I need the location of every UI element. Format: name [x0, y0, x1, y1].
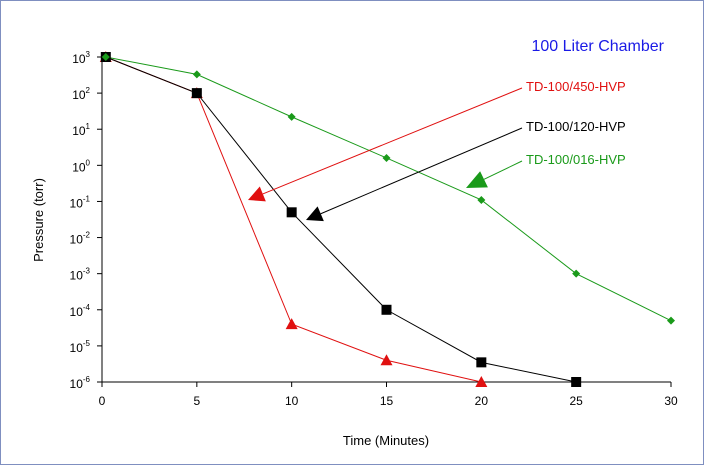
- x-tick-label: 0: [99, 394, 106, 408]
- annotation-arrow-line: [483, 160, 523, 180]
- data-point-square: [286, 207, 297, 218]
- data-point-diamond: [382, 153, 391, 162]
- series-line: [105, 56, 577, 383]
- y-tick-label: 10-3: [70, 267, 91, 283]
- x-tick-label: 20: [475, 394, 489, 408]
- series-label: TD-100/016-HVP: [526, 152, 626, 167]
- annotation-arrow-line: [262, 87, 523, 195]
- y-tick-label: 10-2: [70, 231, 91, 247]
- y-tick-label: 10-1: [70, 194, 91, 210]
- chart-title: 100 Liter Chamber: [531, 38, 664, 55]
- series-markers: [99, 51, 675, 387]
- data-point-diamond: [572, 269, 581, 278]
- annotation-arrow-line: [320, 127, 523, 215]
- data-point-diamond: [192, 70, 201, 79]
- data-point-square: [191, 88, 202, 99]
- x-axis-title: Time (Minutes): [343, 433, 429, 448]
- axes: 0 5 10 15 20 25 30 103 102 101 100 10-1 10-2 10-3 10-4…: [70, 50, 678, 408]
- annotation-arrowhead: [306, 206, 324, 222]
- x-tick-label: 25: [569, 394, 583, 408]
- x-tick-label: 30: [664, 394, 678, 408]
- data-point-diamond: [287, 112, 296, 121]
- annotation-arrowhead: [466, 171, 488, 188]
- series-lines: [105, 56, 672, 383]
- y-tick-label: 102: [72, 86, 90, 102]
- y-tick-label: 10-6: [70, 375, 91, 391]
- series-annotations: TD-100/450-HVP TD-100/120-HVP TD-100/016-H…: [248, 79, 626, 222]
- data-point-triangle: [380, 354, 393, 366]
- data-point-diamond: [667, 316, 675, 325]
- x-tick-label: 15: [380, 394, 394, 408]
- y-tick-label: 10-5: [70, 339, 91, 355]
- y-tick-label: 100: [72, 158, 90, 174]
- y-axis-title: Pressure (torr): [31, 178, 46, 262]
- y-tick-label: 101: [72, 122, 90, 138]
- data-point-diamond: [477, 195, 486, 204]
- annotation-arrowhead: [248, 186, 266, 202]
- series-label: TD-100/120-HVP: [526, 119, 626, 134]
- data-point-triangle: [285, 318, 298, 330]
- data-point-diamond: [101, 53, 110, 61]
- x-tick-label: 5: [193, 394, 200, 408]
- data-point-square: [381, 304, 392, 315]
- series-line: [105, 56, 482, 383]
- data-point-square: [571, 377, 582, 387]
- series-label: TD-100/450-HVP: [526, 79, 626, 94]
- x-tick-label: 10: [285, 394, 299, 408]
- y-tick-label: 10-4: [70, 303, 91, 319]
- y-tick-label: 103: [72, 50, 90, 66]
- data-point-square: [476, 357, 487, 368]
- data-point-triangle: [475, 376, 488, 387]
- series-line: [105, 56, 672, 322]
